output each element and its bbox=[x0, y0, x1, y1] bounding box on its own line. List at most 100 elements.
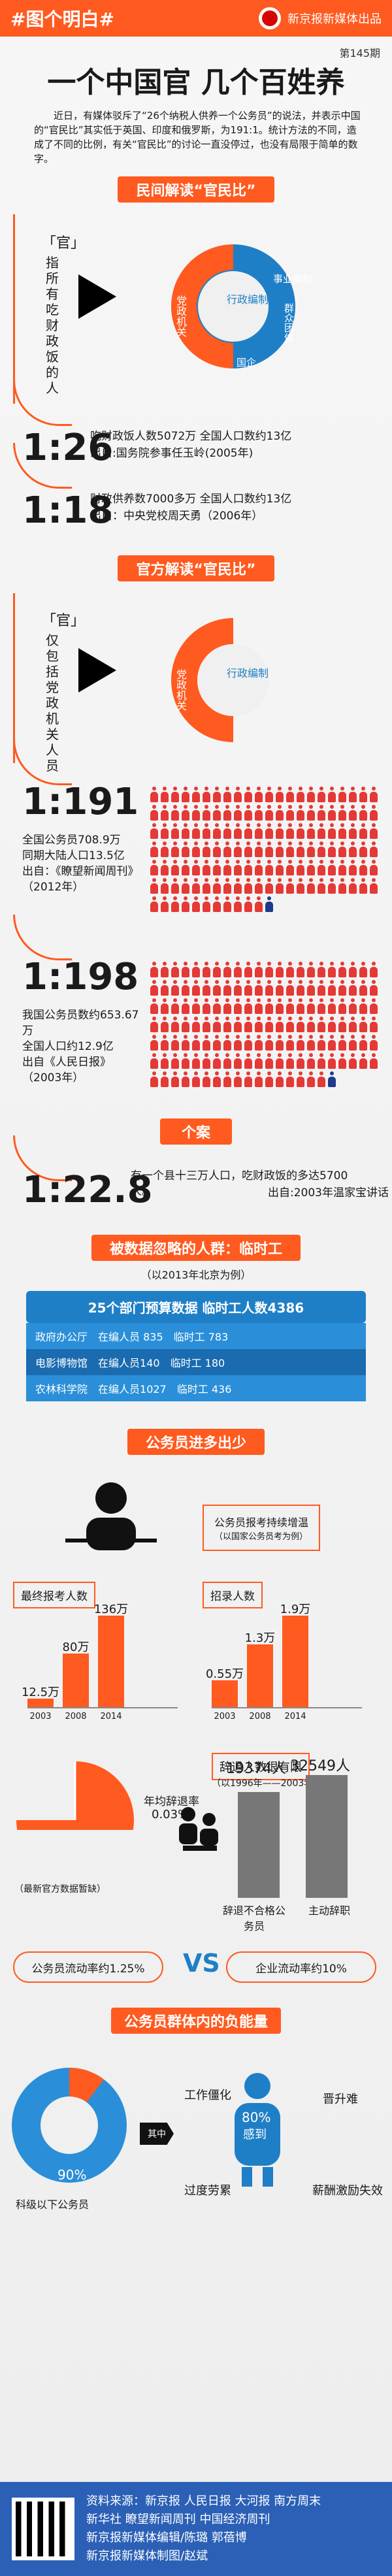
person-icon bbox=[171, 1053, 179, 1069]
person-icon bbox=[192, 878, 200, 894]
temp-workers: 临时工 783 bbox=[173, 1331, 229, 1343]
person-icon bbox=[328, 1017, 336, 1032]
person-icon bbox=[276, 980, 284, 996]
person-icon bbox=[182, 980, 189, 996]
person-icon bbox=[161, 896, 169, 912]
person-icon bbox=[276, 805, 284, 821]
person-icon bbox=[297, 1053, 304, 1069]
person-icon bbox=[307, 980, 315, 996]
person-icon bbox=[203, 805, 210, 821]
person-icon bbox=[328, 1053, 336, 1069]
x-label: 2003 bbox=[29, 1712, 52, 1721]
person-icon bbox=[276, 998, 284, 1014]
person-icon bbox=[244, 1017, 252, 1032]
x-label: 2014 bbox=[284, 1712, 306, 1721]
page-title: 一个中国官 几个百姓养 bbox=[47, 66, 345, 99]
section-burden: 公务员群体内的负能量 bbox=[111, 2008, 281, 2034]
person-icon bbox=[370, 1035, 378, 1051]
person-icon bbox=[297, 1071, 304, 1087]
case-source: 出自:2003年温家宝讲话 bbox=[268, 1186, 389, 1199]
official-ratio-1: 1:191 全国公务员708.9万 同期大陆人口13.5亿 出自：《瞭望新闻周刊… bbox=[0, 740, 392, 938]
person-icon bbox=[244, 1053, 252, 1069]
person-icon bbox=[182, 878, 189, 894]
person-icon bbox=[161, 980, 169, 996]
person-icon bbox=[349, 878, 357, 894]
bar: 1.3万 bbox=[245, 1631, 275, 1707]
ratio-1-18: 1:18 bbox=[22, 489, 114, 532]
person-icon bbox=[223, 1017, 231, 1032]
person-icon bbox=[328, 805, 336, 821]
person-icon bbox=[255, 1071, 263, 1087]
ring-right-label-3: 国企 bbox=[237, 357, 257, 368]
person-icon bbox=[223, 998, 231, 1014]
person-icon bbox=[255, 962, 263, 977]
folk-ratio-2: 1:18 财政供养数7000多万 全国人口数约13亿 出自：中央党校周天勇（20… bbox=[0, 443, 392, 541]
emblem-icon bbox=[259, 7, 281, 29]
person-icon bbox=[150, 841, 158, 857]
timeline-curve bbox=[13, 915, 72, 960]
person-icon bbox=[171, 878, 179, 894]
timeline-curve bbox=[13, 380, 72, 426]
person-icon bbox=[265, 1017, 273, 1032]
person-icon bbox=[150, 998, 158, 1014]
person-icon bbox=[307, 1071, 315, 1087]
burden-center-arrow: 其中 bbox=[140, 2123, 174, 2145]
person-icon bbox=[203, 787, 210, 802]
media-label: 新京报新媒体出品 bbox=[287, 12, 382, 26]
person-icon bbox=[338, 980, 346, 996]
person-icon bbox=[244, 787, 252, 802]
person-icon bbox=[318, 1053, 325, 1069]
person-icon bbox=[307, 1053, 315, 1069]
person-icon bbox=[276, 841, 284, 857]
person-icon bbox=[370, 980, 378, 996]
person-icon bbox=[370, 823, 378, 839]
exam-trend-sub: （以国家公务员考为例） bbox=[214, 1532, 308, 1542]
person-icon bbox=[297, 841, 304, 857]
person-icon bbox=[213, 998, 221, 1014]
person-icon bbox=[161, 805, 169, 821]
burden-item-2: 晋升难 bbox=[323, 2093, 358, 2106]
person-icon bbox=[307, 1035, 315, 1051]
official-ratio-2-text: 我国公务员数约653.67万 全国人口约12.9亿 出自《人民日报》 （2003… bbox=[22, 1009, 139, 1084]
person-icon bbox=[161, 860, 169, 875]
person-icon bbox=[338, 962, 346, 977]
person-icon bbox=[307, 962, 315, 977]
person-icon bbox=[318, 787, 325, 802]
person-icon bbox=[161, 998, 169, 1014]
person-icon bbox=[161, 841, 169, 857]
person-icon bbox=[192, 962, 200, 977]
exam-title: 最终报考人数 bbox=[13, 1582, 95, 1608]
person-icon bbox=[171, 1071, 179, 1087]
person-icon bbox=[349, 998, 357, 1014]
person-icon bbox=[213, 980, 221, 996]
person-icon bbox=[171, 841, 179, 857]
person-icon bbox=[276, 823, 284, 839]
person-icon bbox=[244, 980, 252, 996]
person-icon bbox=[286, 998, 294, 1014]
burden-left-pct: 90% bbox=[57, 2167, 87, 2183]
ratio-2-text: 财政供养数7000多万 全国人口数约13亿 bbox=[90, 493, 292, 506]
person-icon bbox=[213, 823, 221, 839]
timeline-curve bbox=[13, 740, 72, 785]
person-icon bbox=[276, 860, 284, 875]
person-icon bbox=[234, 823, 242, 839]
person-icon bbox=[161, 1017, 169, 1032]
person-icon bbox=[223, 841, 231, 857]
section-civil: 公务员进多出少 bbox=[127, 1429, 265, 1455]
burden-left-label: 科级以下公务员 bbox=[16, 2198, 90, 2211]
person-icon bbox=[244, 823, 252, 839]
person-icon bbox=[349, 805, 357, 821]
person-icon bbox=[161, 1035, 169, 1051]
person-icon bbox=[203, 1017, 210, 1032]
person-icon bbox=[213, 878, 221, 894]
person-icon bbox=[276, 878, 284, 894]
person-icon bbox=[192, 980, 200, 996]
person-icon bbox=[203, 841, 210, 857]
person-icon bbox=[276, 1071, 284, 1087]
person-icon bbox=[150, 1071, 158, 1087]
person-icon bbox=[192, 805, 200, 821]
person-icon bbox=[203, 1035, 210, 1051]
bar-label: 1.9万 bbox=[280, 1603, 311, 1616]
person-icon bbox=[328, 980, 336, 996]
official-block: 「官」 仅包括党政机关人员 党政机关 行政编制 bbox=[0, 593, 392, 774]
